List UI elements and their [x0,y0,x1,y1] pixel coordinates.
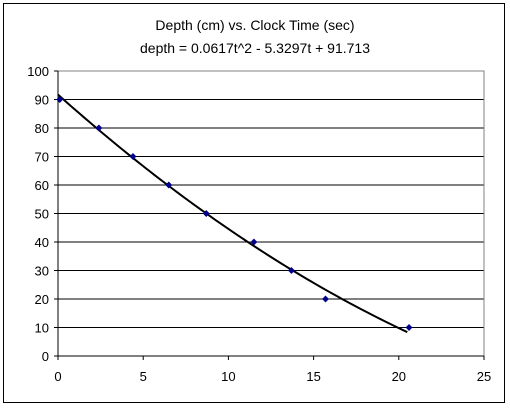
axes-layer [54,70,485,360]
data-point [321,295,330,303]
y-tick-label: 30 [35,264,49,279]
y-tick-label: 50 [35,207,49,222]
y-tick-label: 40 [35,235,49,250]
x-tick-label: 5 [140,369,147,384]
x-tick-label: 20 [392,369,406,384]
y-tick-label: 10 [35,321,49,336]
grid-layer [58,70,484,328]
data-point [202,209,210,218]
data-point [129,152,137,161]
chart-frame [3,3,505,403]
points-layer [56,95,413,332]
x-tick-label: 15 [306,369,320,384]
data-point [405,323,413,332]
y-tick-label: 70 [35,150,49,165]
trendline-layer [57,93,408,334]
y-tick-label: 100 [27,64,49,79]
x-tick-label: 25 [477,369,491,384]
x-tick-label: 10 [221,369,235,384]
y-tick-label: 60 [35,178,49,193]
chart-equation-subtitle: depth = 0.0617t^2 - 5.3297t + 91.713 [140,40,370,56]
y-tick-label: 0 [42,349,49,364]
data-point [165,181,173,189]
x-tick-label: 0 [54,369,61,384]
data-point [287,266,296,275]
y-tick-label: 90 [35,93,49,108]
data-point [250,238,258,246]
data-point [95,124,103,132]
chart-title: Depth (cm) vs. Clock Time (sec) [155,17,355,33]
y-tick-label: 20 [35,292,49,307]
data-point [56,95,64,104]
trendline [57,93,408,334]
y-tick-label: 80 [35,121,49,136]
tick-labels-layer: 0 10 20 30 40 50 60 70 80 90 100 0 5 10 15 20 25 [27,64,491,384]
